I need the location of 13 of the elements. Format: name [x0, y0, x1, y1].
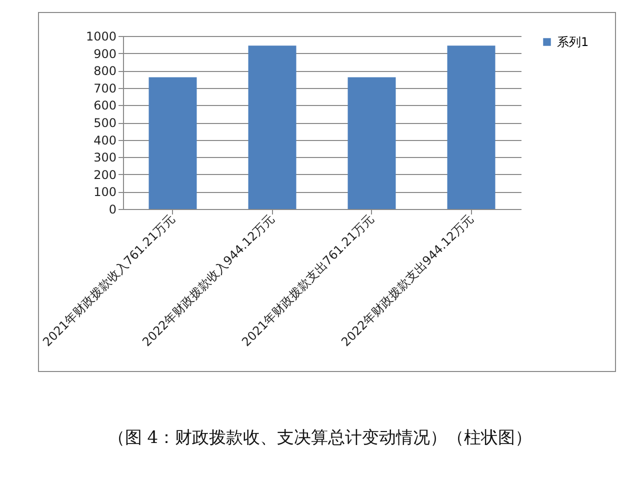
text: （图 4：财政拨款收、支决算总计变动情况）（柱状图）: [106, 427, 534, 449]
y-tick-label: 500: [94, 116, 116, 130]
y-tick-label: 800: [94, 64, 116, 78]
y-tick-label: 700: [94, 81, 116, 96]
y-tick-label: 400: [94, 133, 116, 148]
y-tick-label: 100: [94, 185, 116, 200]
legend-label: 系列1: [557, 35, 589, 49]
y-tick-label: 300: [94, 150, 116, 165]
y-tick-label: 900: [94, 46, 116, 61]
y-tick-label: 1000: [86, 30, 116, 44]
y-tick-label: 600: [94, 98, 116, 113]
y-tick-label: 200: [94, 168, 116, 182]
y-tick-label: 0: [108, 202, 116, 216]
